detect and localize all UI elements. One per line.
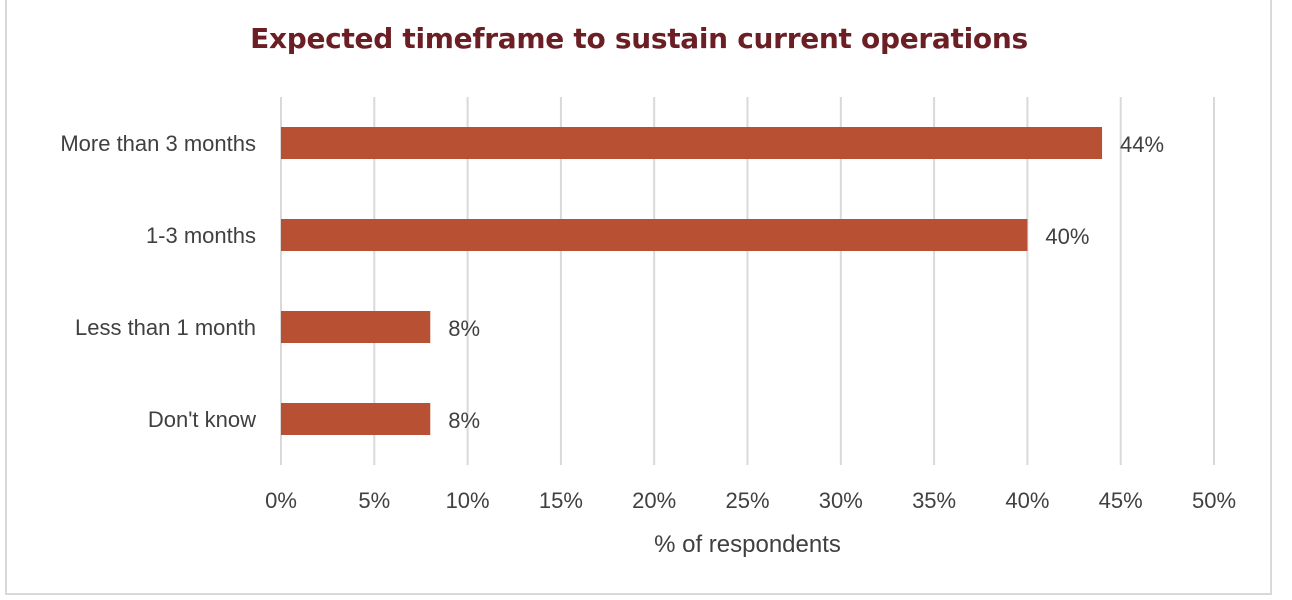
x-tick-label: 0% <box>265 488 297 513</box>
x-tick-label: 5% <box>358 488 390 513</box>
category-labels: More than 3 months 1-3 months Less than 1 … <box>60 131 256 432</box>
category-label: More than 3 months <box>60 131 256 156</box>
x-axis-title: % of respondents <box>654 531 841 558</box>
data-label: 8% <box>448 316 480 341</box>
category-label: Less than 1 month <box>75 315 256 340</box>
category-label: Don't know <box>148 407 256 432</box>
bars <box>281 127 1103 435</box>
x-tick-label: 10% <box>446 488 490 513</box>
x-tick-label: 20% <box>632 488 676 513</box>
data-label: 40% <box>1045 224 1089 249</box>
x-tick-label: 35% <box>912 488 956 513</box>
x-tick-label: 15% <box>539 488 583 513</box>
chart-frame <box>5 0 1272 595</box>
x-tick-label: 40% <box>1005 488 1049 513</box>
data-label: 44% <box>1120 132 1164 157</box>
data-label: 8% <box>448 408 480 433</box>
x-tick-label: 25% <box>725 488 769 513</box>
chart-title: Expected timeframe to sustain current op… <box>250 22 1028 55</box>
x-tick-label: 30% <box>819 488 863 513</box>
x-tick-labels: 0% 5% 10% 15% 20% 25% 30% 35% 40% 45% 50% <box>265 488 1236 513</box>
data-labels: 44% 40% 8% 8% <box>448 132 1164 433</box>
bar <box>281 127 1103 159</box>
category-label: 1-3 months <box>146 223 256 248</box>
x-tick-label: 45% <box>1099 488 1143 513</box>
bar <box>281 311 431 343</box>
bar <box>281 219 1028 251</box>
x-tick-label: 50% <box>1192 488 1236 513</box>
bar <box>281 403 431 435</box>
